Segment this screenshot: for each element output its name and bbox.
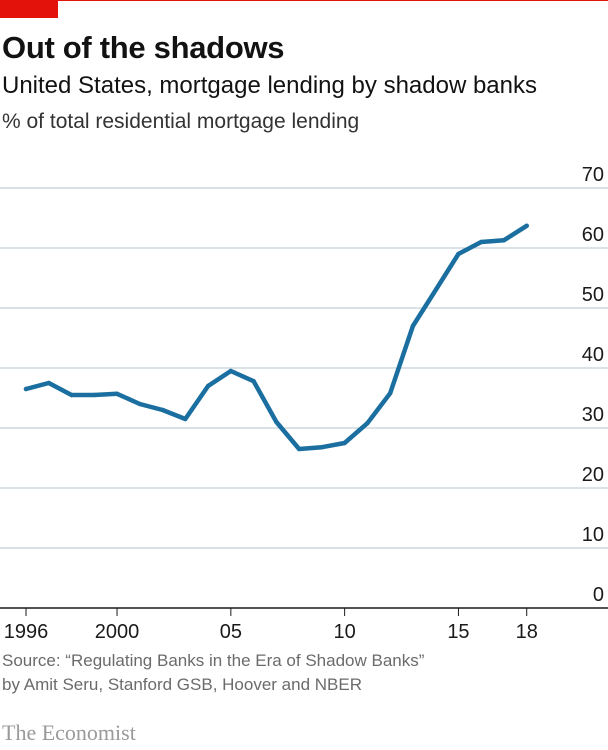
data-point — [524, 223, 529, 228]
x-tick-label: 18 — [516, 621, 538, 640]
data-point — [365, 421, 370, 426]
data-point — [23, 386, 29, 392]
source-note: Source: “Regulating Banks in the Era of … — [2, 649, 424, 697]
data-point — [183, 416, 188, 422]
data-point — [342, 440, 347, 446]
x-tick-label: 15 — [447, 621, 469, 640]
data-points — [23, 223, 529, 452]
brand-red-tab — [0, 0, 58, 18]
data-point — [69, 392, 74, 398]
y-tick-labels: 0 10 20 30 40 50 60 70 — [582, 164, 604, 606]
data-point — [205, 383, 211, 389]
y-tick-label: 0 — [593, 584, 604, 606]
y-tick-label: 20 — [582, 464, 604, 486]
series-line-shadow-bank-share — [23, 223, 529, 452]
y-tick-label: 30 — [582, 404, 604, 426]
y-tick-label: 60 — [582, 224, 604, 246]
x-tick-label: 10 — [334, 621, 356, 640]
y-tick-label: 40 — [582, 344, 604, 366]
y-tick-label: 70 — [582, 164, 604, 186]
data-point — [410, 323, 416, 329]
unit-label: % of total residential mortgage lending — [2, 110, 360, 133]
data-point — [137, 401, 142, 407]
economist-logo: The Economist — [2, 720, 136, 745]
y-tick-label: 10 — [582, 524, 604, 546]
chart-title: Out of the shadows — [2, 30, 285, 65]
data-point — [319, 445, 325, 450]
data-point — [114, 391, 120, 396]
data-point — [274, 419, 279, 425]
line-chart: 0 10 20 30 40 50 60 70 1996 2000 05 10 15 18 — [0, 164, 608, 640]
x-tick-labels: 1996 2000 05 10 15 18 — [4, 608, 538, 640]
top-red-rule — [0, 0, 608, 1]
data-point — [387, 391, 393, 396]
data-point — [92, 392, 97, 398]
x-tick-label: 05 — [220, 621, 242, 640]
data-point — [479, 239, 484, 245]
x-tick-label: 2000 — [95, 621, 140, 640]
chart-subtitle: United States, mortgage lending by shado… — [2, 72, 537, 99]
data-point — [433, 287, 438, 293]
source-line-2: by Amit Seru, Stanford GSB, Hoover and N… — [2, 675, 362, 694]
data-point — [46, 380, 51, 386]
data-point — [228, 368, 234, 374]
y-tick-label: 50 — [582, 284, 604, 306]
data-point — [296, 446, 302, 452]
x-tick-label: 1996 — [4, 621, 49, 640]
data-point — [160, 407, 165, 413]
data-point — [456, 251, 461, 257]
source-line-1: Source: “Regulating Banks in the Era of … — [2, 651, 425, 670]
data-point — [251, 379, 256, 384]
data-point — [501, 238, 507, 243]
gridlines — [0, 187, 608, 609]
